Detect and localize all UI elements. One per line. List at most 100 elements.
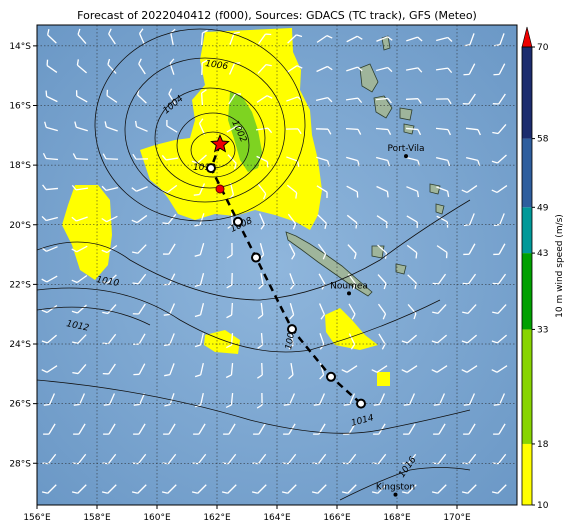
wind-barb-shaft xyxy=(406,215,418,223)
wind-barb-flag xyxy=(327,160,330,167)
map-title: Forecast of 2022040412 (f000), Sources: … xyxy=(77,9,477,22)
wind-barb-shaft xyxy=(469,213,475,225)
wind-barb-flag xyxy=(387,67,393,73)
banks-island xyxy=(381,35,391,51)
wind-barb-shaft xyxy=(199,273,205,285)
wind-barb xyxy=(71,484,87,494)
wind-barb xyxy=(316,35,333,43)
wind-barb xyxy=(194,243,205,257)
wind-barb-shaft xyxy=(498,63,506,75)
wind-barb xyxy=(464,33,475,47)
wind-barb xyxy=(376,156,391,167)
wind-barb xyxy=(133,363,146,376)
wind-barb xyxy=(319,303,325,320)
wind-barb-shaft xyxy=(377,244,387,254)
wind-barb-shaft xyxy=(467,453,477,465)
wind-barb xyxy=(289,303,295,320)
wind-speed-field-west xyxy=(62,185,112,280)
wind-barb xyxy=(41,246,58,252)
wind-barb xyxy=(405,98,422,104)
wind-barb-shaft xyxy=(46,365,58,373)
wind-barb xyxy=(101,274,117,284)
new-caledonia-island xyxy=(285,231,373,297)
wind-barb xyxy=(492,124,507,135)
wind-barb xyxy=(200,29,208,46)
wind-barb-flag xyxy=(313,403,320,406)
wind-barb-flag xyxy=(163,343,170,347)
wind-barb-shaft xyxy=(137,484,147,494)
wind-barb xyxy=(71,184,89,191)
wind-barb-flag xyxy=(74,121,77,128)
wind-barb-shaft xyxy=(345,97,359,101)
wind-barb-shaft xyxy=(257,453,267,465)
wind-barb-flag xyxy=(163,313,170,316)
wind-barb-flag xyxy=(45,90,48,97)
wind-barb xyxy=(191,154,207,164)
wind-barb-shaft xyxy=(107,453,117,465)
wind-barb-shaft xyxy=(466,185,478,193)
wind-barb xyxy=(225,392,234,409)
wind-barb-shaft xyxy=(77,484,87,494)
wind-barb-flag xyxy=(387,129,392,135)
wind-barb xyxy=(492,304,507,315)
wind-barb xyxy=(346,185,359,198)
wind-barb-flag xyxy=(194,284,201,288)
wind-barb-flag xyxy=(225,404,232,409)
wind-barb-shaft xyxy=(46,65,58,73)
colorbar-tick-label: 33 xyxy=(537,325,548,335)
wind-barb-flag xyxy=(102,342,109,345)
wind-barb xyxy=(72,153,89,161)
wind-barb xyxy=(316,97,333,103)
wind-barb-shaft xyxy=(467,484,477,494)
wind-barb-flag xyxy=(356,35,363,40)
wind-barb-flag xyxy=(194,254,201,257)
y-tick-label: 26°S xyxy=(9,400,31,410)
wind-barb-shaft xyxy=(106,126,118,132)
wind-barb-flag xyxy=(296,34,303,38)
wind-barb-shaft xyxy=(377,274,387,284)
wind-barb xyxy=(41,484,57,494)
wind-barb-shaft xyxy=(377,453,387,465)
wind-barb-flag xyxy=(386,191,389,198)
wind-barb-shaft xyxy=(259,243,265,255)
wind-barb-flag xyxy=(71,248,78,253)
wind-barb-shaft xyxy=(375,97,389,101)
wind-barb xyxy=(403,423,416,435)
wind-barb-flag xyxy=(445,252,448,259)
wind-barb-shaft xyxy=(200,32,204,46)
y-tick-label: 24°S xyxy=(9,340,31,350)
vanuatu-island-5 xyxy=(429,183,441,195)
wind-barb xyxy=(200,89,207,106)
wind-barb xyxy=(168,88,176,105)
wind-barb-flag xyxy=(46,59,49,66)
wind-barb-shaft xyxy=(76,126,88,132)
wind-barb-flag xyxy=(296,160,300,167)
wind-barb xyxy=(346,214,358,229)
vanuatu-island-2 xyxy=(373,95,393,119)
wind-barb-shaft xyxy=(435,127,449,131)
wind-barb-shaft xyxy=(228,423,236,435)
wind-barb xyxy=(194,303,205,318)
wind-barb-flag xyxy=(44,121,47,128)
wind-barb-flag xyxy=(71,310,78,314)
wind-barb xyxy=(376,185,389,198)
wind-barb xyxy=(491,154,507,164)
wind-barb-shaft xyxy=(346,185,358,193)
wind-barb xyxy=(343,423,356,435)
wind-barb xyxy=(461,484,477,494)
wind-barb xyxy=(493,213,505,227)
wind-barb-flag xyxy=(493,433,499,435)
wind-barb-shaft xyxy=(319,303,325,315)
wind-barb-flag xyxy=(226,314,232,319)
wind-barb-shaft xyxy=(496,334,508,344)
wind-barb-flag xyxy=(432,282,439,285)
wind-barb xyxy=(107,58,117,74)
wind-barb-flag xyxy=(102,462,109,465)
wind-barb xyxy=(287,34,303,44)
wind-barb-shaft xyxy=(375,127,389,131)
wind-barb xyxy=(41,304,58,314)
wind-barb-shaft xyxy=(258,423,266,435)
colorbar-segment xyxy=(522,253,532,330)
wind-barb xyxy=(315,128,332,135)
wind-barb-flag xyxy=(226,344,232,349)
